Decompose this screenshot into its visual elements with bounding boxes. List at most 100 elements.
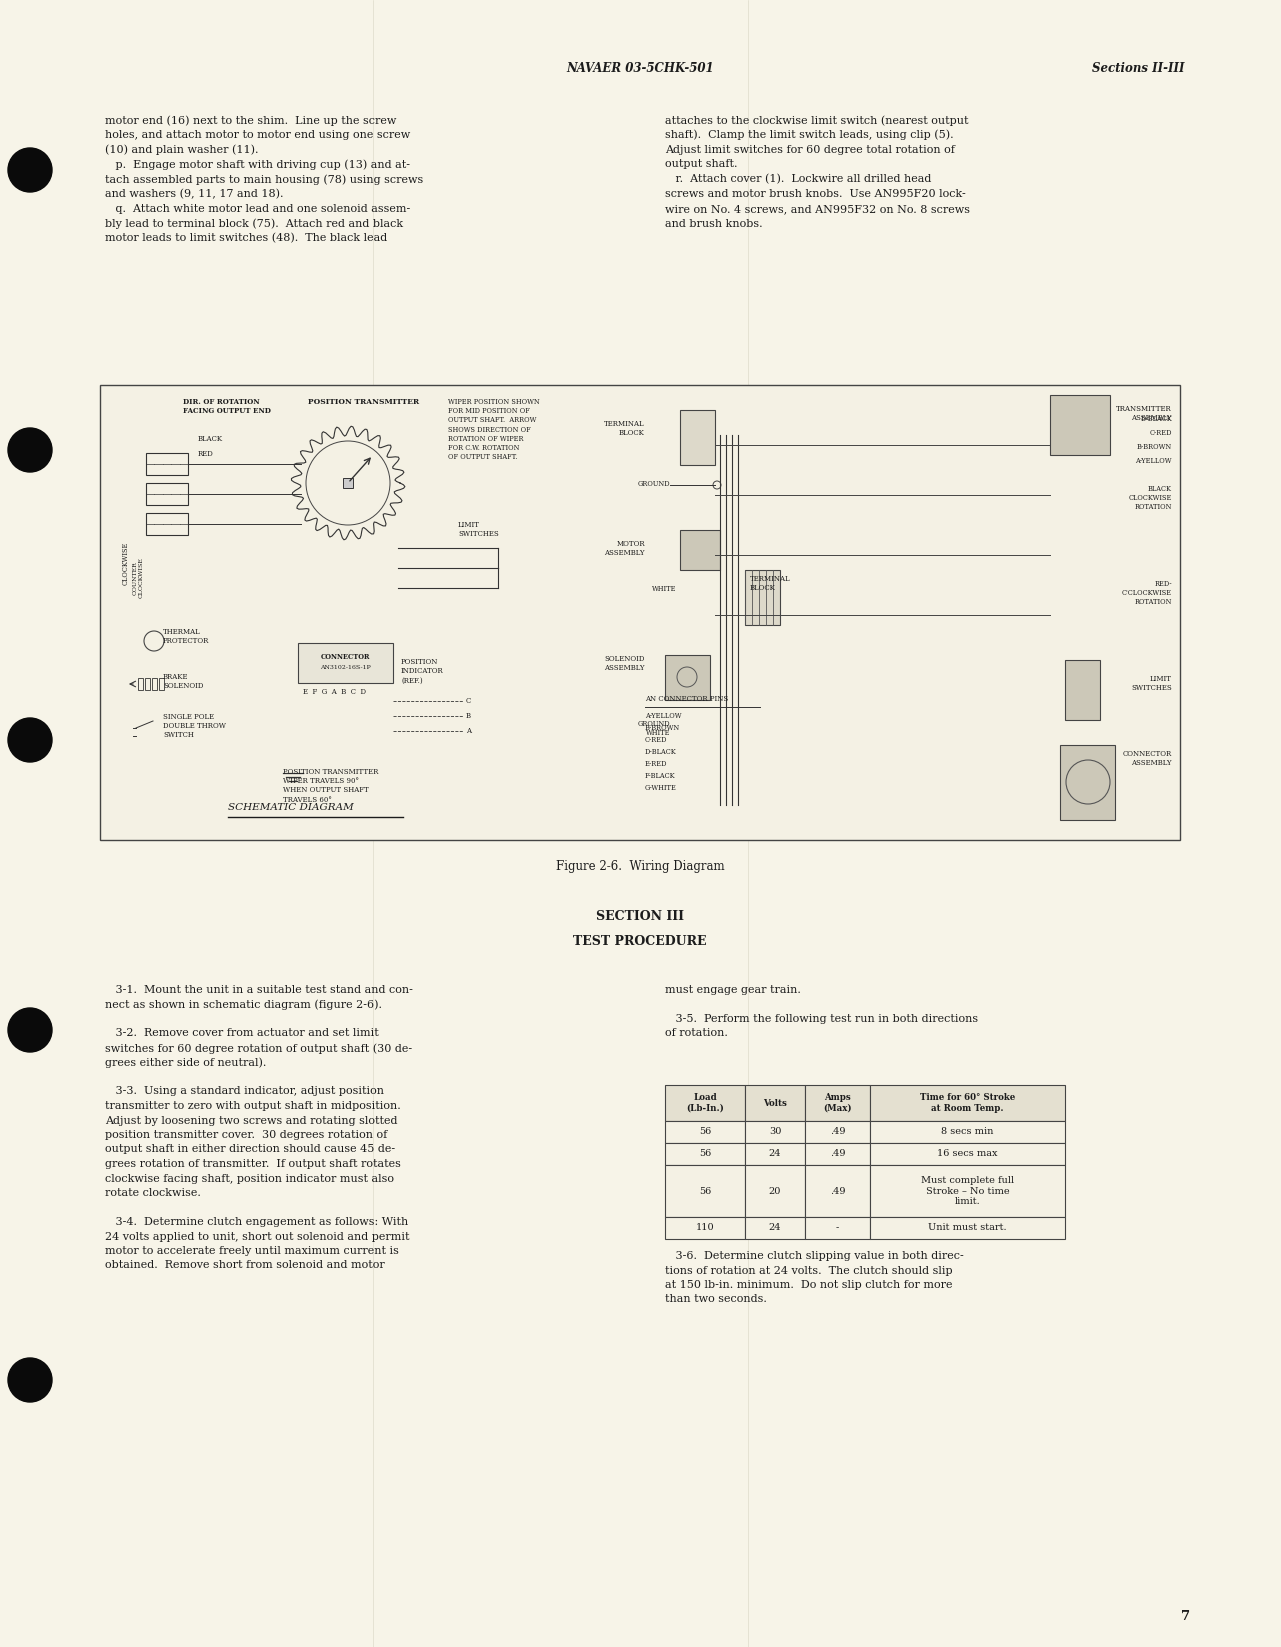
Text: 3-3.  Using a standard indicator, adjust position: 3-3. Using a standard indicator, adjust … <box>105 1087 384 1097</box>
Text: CONNECTOR: CONNECTOR <box>320 652 370 660</box>
Bar <box>870 1217 1065 1239</box>
Text: wire on No. 4 screws, and AN995F32 on No. 8 screws: wire on No. 4 screws, and AN995F32 on No… <box>665 204 970 214</box>
Text: BLACK: BLACK <box>199 435 223 443</box>
Bar <box>804 1164 870 1217</box>
Text: rotate clockwise.: rotate clockwise. <box>105 1187 201 1197</box>
Text: holes, and attach motor to motor end using one screw: holes, and attach motor to motor end usi… <box>105 130 410 140</box>
Text: tach assembled parts to main housing (78) using screws: tach assembled parts to main housing (78… <box>105 175 423 184</box>
Text: Adjust limit switches for 60 degree total rotation of: Adjust limit switches for 60 degree tota… <box>665 145 954 155</box>
Circle shape <box>8 1008 53 1052</box>
Text: grees rotation of transmitter.  If output shaft rotates: grees rotation of transmitter. If output… <box>105 1159 401 1169</box>
Bar <box>665 1217 746 1239</box>
Bar <box>146 483 188 506</box>
Text: motor to accelerate freely until maximum current is: motor to accelerate freely until maximum… <box>105 1247 398 1257</box>
Text: E-RED: E-RED <box>646 759 667 768</box>
Text: Figure 2-6.  Wiring Diagram: Figure 2-6. Wiring Diagram <box>556 860 724 873</box>
Bar <box>159 679 164 690</box>
Bar <box>680 530 720 570</box>
Text: NAVAER 03-5CHK-501: NAVAER 03-5CHK-501 <box>566 63 714 76</box>
Text: clockwise facing shaft, position indicator must also: clockwise facing shaft, position indicat… <box>105 1174 395 1184</box>
Text: 110: 110 <box>696 1224 715 1232</box>
Bar <box>746 1122 804 1143</box>
Text: bly lead to terminal block (75).  Attach red and black: bly lead to terminal block (75). Attach … <box>105 219 404 229</box>
Text: Time for 60° Stroke
at Room Temp.: Time for 60° Stroke at Room Temp. <box>920 1094 1015 1113</box>
Text: 7: 7 <box>1181 1611 1190 1622</box>
Bar <box>870 1122 1065 1143</box>
Text: THERMAL
PROTECTOR: THERMAL PROTECTOR <box>163 628 209 646</box>
Text: 16 secs max: 16 secs max <box>938 1150 998 1158</box>
Text: 3-5.  Perform the following test run in both directions: 3-5. Perform the following test run in b… <box>665 1015 979 1024</box>
Bar <box>746 1143 804 1164</box>
Text: Must complete full
Stroke – No time
limit.: Must complete full Stroke – No time limi… <box>921 1176 1015 1206</box>
Text: SOLENOID
ASSEMBLY: SOLENOID ASSEMBLY <box>605 656 646 672</box>
Text: than two seconds.: than two seconds. <box>665 1295 767 1304</box>
Text: Load
(Lb-In.): Load (Lb-In.) <box>687 1094 724 1113</box>
Text: D-BLACK: D-BLACK <box>1140 415 1172 423</box>
Text: RED-
C'CLOCKWISE
ROTATION: RED- C'CLOCKWISE ROTATION <box>1122 580 1172 606</box>
Text: .49: .49 <box>830 1186 845 1196</box>
Text: 56: 56 <box>699 1128 711 1136</box>
Text: POSITION
INDICATOR
(REF.): POSITION INDICATOR (REF.) <box>401 659 443 685</box>
Text: at 150 lb-in. minimum.  Do not slip clutch for more: at 150 lb-in. minimum. Do not slip clutc… <box>665 1280 953 1290</box>
Bar <box>1059 744 1114 820</box>
Text: q.  Attach white motor lead and one solenoid assem-: q. Attach white motor lead and one solen… <box>105 204 410 214</box>
Text: A-YELLOW: A-YELLOW <box>1135 456 1172 464</box>
Text: shaft).  Clamp the limit switch leads, using clip (5).: shaft). Clamp the limit switch leads, us… <box>665 130 953 140</box>
Text: Adjust by loosening two screws and rotating slotted: Adjust by loosening two screws and rotat… <box>105 1115 397 1125</box>
Text: 8 secs min: 8 secs min <box>942 1128 994 1136</box>
Bar <box>680 410 715 464</box>
Text: .49: .49 <box>830 1150 845 1158</box>
Text: RED: RED <box>199 450 214 458</box>
Text: C-RED: C-RED <box>1149 428 1172 436</box>
Bar <box>804 1217 870 1239</box>
Bar <box>870 1143 1065 1164</box>
Text: GROUND
WHITE: GROUND WHITE <box>638 720 670 738</box>
Bar <box>343 478 354 488</box>
Text: AN3102-16S-1P: AN3102-16S-1P <box>320 665 371 670</box>
Text: WHITE: WHITE <box>652 585 676 593</box>
Text: POSITION TRANSMITTER
WIPER TRAVELS 90°
WHEN OUTPUT SHAFT
TRAVELS 60°: POSITION TRANSMITTER WIPER TRAVELS 90° W… <box>283 768 378 804</box>
Text: GROUND: GROUND <box>638 479 670 488</box>
Text: 30: 30 <box>769 1128 781 1136</box>
Bar <box>665 1164 746 1217</box>
Text: output shaft.: output shaft. <box>665 160 738 170</box>
Text: 24: 24 <box>769 1150 781 1158</box>
Text: screws and motor brush knobs.  Use AN995F20 lock-: screws and motor brush knobs. Use AN995F… <box>665 189 966 199</box>
Text: BLACK
CLOCKWISE
ROTATION: BLACK CLOCKWISE ROTATION <box>1129 484 1172 512</box>
Bar <box>100 385 1180 840</box>
Bar <box>146 453 188 474</box>
Text: 20: 20 <box>769 1186 781 1196</box>
Text: 3-6.  Determine clutch slipping value in both direc-: 3-6. Determine clutch slipping value in … <box>665 1252 963 1262</box>
Text: AN CONNECTOR PINS: AN CONNECTOR PINS <box>646 695 729 703</box>
Bar <box>146 512 188 535</box>
Bar <box>152 679 158 690</box>
Bar <box>746 1085 804 1122</box>
Text: A: A <box>466 726 471 735</box>
Text: 24 volts applied to unit, short out solenoid and permit: 24 volts applied to unit, short out sole… <box>105 1232 410 1242</box>
Text: SINGLE POLE
DOUBLE THROW
SWITCH: SINGLE POLE DOUBLE THROW SWITCH <box>163 713 225 740</box>
Bar <box>870 1085 1065 1122</box>
Text: Amps
(Max): Amps (Max) <box>824 1094 852 1113</box>
Text: position transmitter cover.  30 degrees rotation of: position transmitter cover. 30 degrees r… <box>105 1130 387 1140</box>
Text: C-RED: C-RED <box>646 736 667 744</box>
Bar <box>804 1085 870 1122</box>
Text: p.  Engage motor shaft with driving cup (13) and at-: p. Engage motor shaft with driving cup (… <box>105 160 410 170</box>
Text: 3-4.  Determine clutch engagement as follows: With: 3-4. Determine clutch engagement as foll… <box>105 1217 409 1227</box>
Bar <box>145 679 150 690</box>
Circle shape <box>8 1359 53 1402</box>
Bar <box>138 679 143 690</box>
Bar <box>746 1164 804 1217</box>
Text: LIMIT
SWITCHES: LIMIT SWITCHES <box>1131 675 1172 692</box>
Bar <box>665 1143 746 1164</box>
Bar <box>665 1122 746 1143</box>
Text: motor end (16) next to the shim.  Line up the screw: motor end (16) next to the shim. Line up… <box>105 115 396 125</box>
Text: output shaft in either direction should cause 45 de-: output shaft in either direction should … <box>105 1145 395 1155</box>
Text: 3-2.  Remove cover from actuator and set limit: 3-2. Remove cover from actuator and set … <box>105 1028 379 1039</box>
Text: A-YELLOW: A-YELLOW <box>646 712 681 720</box>
Text: 24: 24 <box>769 1224 781 1232</box>
Text: switches for 60 degree rotation of output shaft (30 de-: switches for 60 degree rotation of outpu… <box>105 1043 412 1054</box>
Text: CONNECTOR
ASSEMBLY: CONNECTOR ASSEMBLY <box>1122 749 1172 768</box>
Text: MOTOR
ASSEMBLY: MOTOR ASSEMBLY <box>605 540 646 557</box>
Bar <box>804 1143 870 1164</box>
Circle shape <box>8 428 53 473</box>
